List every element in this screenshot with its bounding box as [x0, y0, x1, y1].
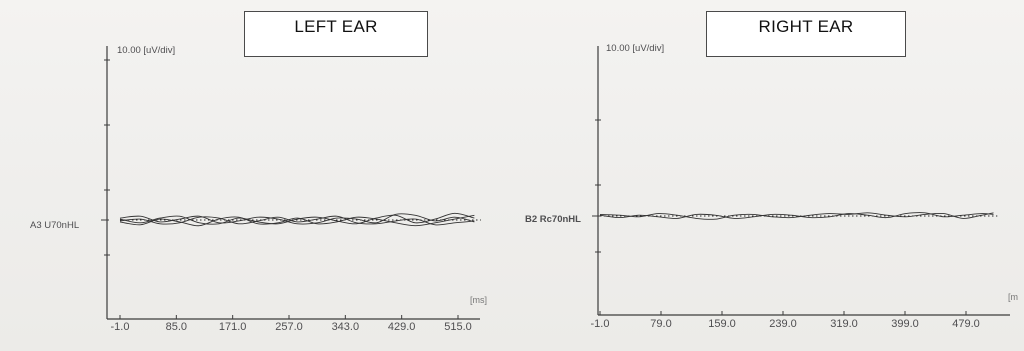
x-tick-label: 171.0 [219, 321, 247, 333]
left-channel-label: A3 U70nHL [30, 220, 79, 231]
x-tick-label: 79.0 [650, 318, 671, 330]
x-tick-label: 429.0 [388, 321, 416, 333]
response-trace [119, 215, 475, 226]
x-tick-label: 319.0 [830, 318, 858, 330]
response-trace [599, 212, 994, 219]
left-ear-title: LEFT EAR [244, 11, 428, 57]
response-trace [119, 213, 475, 225]
left-scale-label: 10.00 [uV/div] [117, 45, 175, 56]
x-tick-label: 399.0 [891, 318, 919, 330]
x-tick-label: 479.0 [952, 318, 980, 330]
right-unit-label: [m [1008, 292, 1018, 302]
right-plot-area: -1.0 79.0 159.0 239.0 319.0 399.0 479.0 [591, 46, 1010, 330]
x-tick-label: -1.0 [111, 321, 130, 333]
x-tick-label: -1.0 [591, 318, 610, 330]
x-tick-label: 159.0 [708, 318, 736, 330]
left-unit-label: [ms] [470, 295, 487, 305]
x-tick-label: 239.0 [769, 318, 797, 330]
response-trace [119, 214, 475, 227]
x-tick-label: 515.0 [444, 321, 472, 333]
response-trace [119, 212, 475, 225]
x-tick-label: 343.0 [332, 321, 360, 333]
right-channel-label: B2 Rc70nHL [525, 214, 581, 225]
right-ear-title: RIGHT EAR [706, 11, 906, 57]
left-plot-area: -1.0 85.0 171.0 257.0 343.0 429.0 515.0 [101, 46, 481, 333]
x-tick-label: 85.0 [166, 321, 187, 333]
x-tick-label: 257.0 [275, 321, 303, 333]
right-scale-label: 10.00 [uV/div] [606, 43, 664, 54]
